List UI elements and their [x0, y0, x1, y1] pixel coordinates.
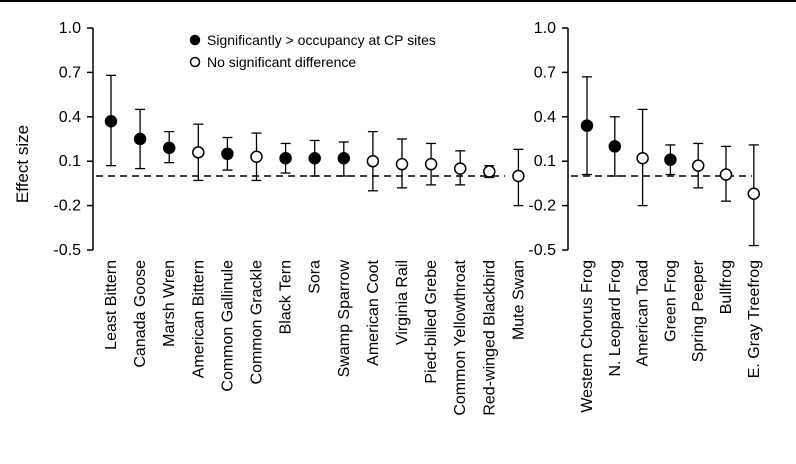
data-point-significant [308, 151, 321, 165]
data-point-nonsignificant [395, 157, 409, 171]
category-label: Common Grackle [249, 260, 266, 385]
data-point-nonsignificant [512, 169, 525, 183]
category-label: Pied-billed Grebe [423, 260, 440, 384]
panel-birds: -0.5 -0.2 0.1 0.4 0.7 1.0 Least Bittern Canada … [53, 20, 527, 416]
category-label: American Bittern [190, 260, 207, 378]
category-label: Canada Goose [132, 260, 149, 368]
category-label: Marsh Wren [161, 260, 178, 347]
data-point-nonsignificant [636, 151, 649, 165]
data-point-nonsignificant [483, 165, 496, 178]
legend: Significantly > occupancy at CP sites No… [189, 32, 436, 70]
panel-amphibians: -0.5 -0.2 0.1 0.4 0.7 1.0 Western Chorus Frog N… [528, 20, 762, 413]
data-point-significant [608, 140, 622, 153]
y-tick-label: -0.5 [53, 242, 81, 259]
data-point-nonsignificant [424, 157, 438, 171]
y-axis-title: Effect size [13, 125, 32, 203]
y-tick-label: -0.2 [528, 198, 556, 215]
y-tick-label: -0.2 [53, 198, 81, 215]
legend-nonsignificant-label: No significant difference [207, 54, 356, 70]
legend-significant-label: Significantly > occupancy at CP sites [207, 32, 436, 48]
y-tick-label: 0.4 [59, 109, 81, 126]
data-point-nonsignificant [691, 159, 705, 172]
y-tick-label: 0.7 [59, 64, 81, 81]
legend-filled-marker-icon [189, 34, 201, 46]
category-label: Sora [307, 260, 324, 294]
y-tick-label: 0.7 [534, 64, 556, 81]
data-point-nonsignificant [366, 154, 380, 168]
data-point-significant [133, 132, 147, 146]
y-tick-label: 0.1 [534, 153, 556, 170]
data-point-nonsignificant [747, 187, 761, 201]
data-point-significant [337, 151, 351, 165]
y-tick-label: 1.0 [534, 20, 556, 37]
category-label: Black Tern [278, 260, 295, 334]
data-point-nonsignificant [192, 146, 205, 159]
y-tick-label: -0.5 [528, 242, 556, 259]
category-label: Common Yellowthroat [452, 259, 469, 415]
y-tick-label: 0.1 [59, 153, 81, 170]
data-point-nonsignificant [250, 150, 263, 164]
category-label: Western Chorus Frog [579, 260, 596, 413]
data-point-significant [664, 153, 677, 166]
y-tick-label: 0.4 [534, 109, 556, 126]
data-point-significant [580, 119, 594, 132]
data-point-significant [162, 141, 176, 155]
category-label: Least Bittern [103, 260, 120, 350]
data-point-significant [279, 151, 292, 165]
category-label: Spring Peeper [690, 259, 707, 362]
category-label: Virginia Rail [394, 260, 411, 345]
data-point-nonsignificant [453, 162, 467, 175]
data-point-nonsignificant [719, 168, 733, 181]
data-point-significant [104, 114, 118, 128]
category-label: Bullfrog [718, 260, 735, 314]
category-label: Red-winged Blackbird [481, 260, 498, 416]
category-label: Green Frog [662, 260, 679, 342]
y-tick-label: 1.0 [59, 20, 81, 37]
category-label: Swamp Sparrow [336, 260, 353, 378]
data-point-significant [221, 147, 234, 161]
legend-open-marker-icon [189, 56, 201, 68]
category-label: Common Gallinule [219, 260, 236, 392]
category-label: Mute Swan [510, 260, 527, 340]
category-label: American Coot [365, 259, 382, 365]
category-label: E. Gray Treefrog [746, 260, 763, 378]
category-label: N. Leopard Frog [607, 260, 624, 377]
category-label: American Toad [635, 260, 652, 366]
